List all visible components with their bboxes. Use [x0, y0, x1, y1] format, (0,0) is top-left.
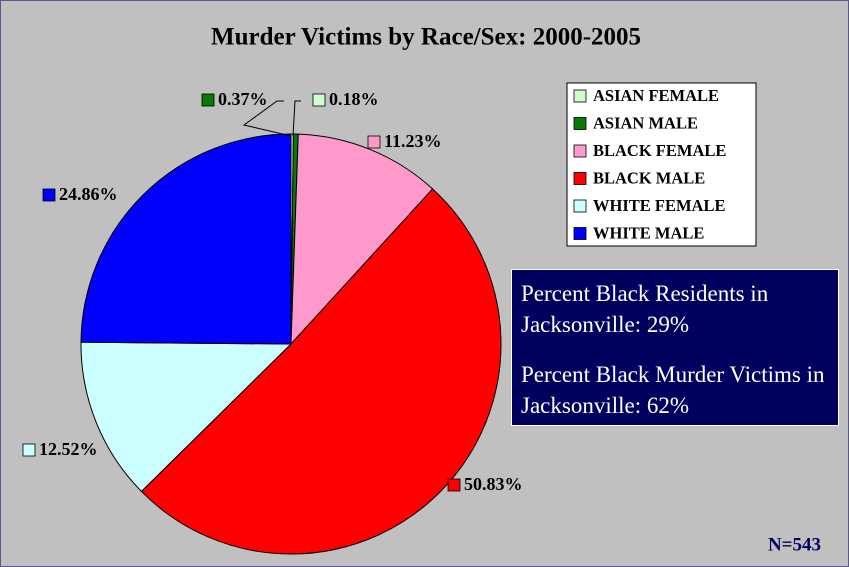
pie-slice	[80, 341, 293, 493]
pie-slice	[80, 133, 292, 345]
label-swatch	[42, 188, 56, 202]
legend-swatch	[573, 227, 587, 240]
legend-label: BLACK FEMALE	[593, 141, 726, 160]
sample-size: N=543	[768, 534, 821, 555]
chart-title: Murder Victims by Race/Sex: 2000-2005	[211, 24, 641, 51]
value-label: 24.86%	[59, 184, 118, 204]
leader-line	[242, 100, 292, 137]
pie-slice	[290, 133, 434, 346]
legend-swatch	[573, 117, 587, 130]
legend-label: WHITE MALE	[593, 223, 704, 242]
label-swatch	[201, 93, 215, 107]
label-swatch	[447, 478, 461, 492]
legend-box	[566, 82, 757, 247]
value-label: 12.52%	[39, 439, 98, 459]
info-box: Percent Black Residents in Jacksonville:…	[511, 269, 839, 426]
annotation: Percent Black Residents in Jacksonville:…	[521, 281, 769, 337]
value-label: 0.37%	[218, 89, 268, 109]
legend-label: WHITE FEMALE	[593, 196, 725, 215]
legend-label: ASIAN FEMALE	[593, 86, 719, 105]
label-swatch	[312, 93, 326, 107]
legend-label: BLACK MALE	[593, 168, 705, 187]
pie-slice	[140, 188, 502, 555]
annotation: Percent Black Murder Victims in Jacksonv…	[521, 362, 825, 418]
legend-label: ASIAN MALE	[593, 113, 698, 132]
value-label: 11.23%	[384, 131, 442, 151]
value-label: 0.18%	[329, 89, 379, 109]
legend-swatch	[573, 89, 587, 103]
label-swatch	[22, 443, 36, 457]
label-swatch	[367, 135, 381, 149]
legend-swatch	[573, 144, 587, 158]
legend-swatch	[573, 172, 587, 185]
leader-line	[292, 100, 301, 137]
value-label: 50.83%	[464, 474, 523, 494]
legend-swatch	[573, 199, 587, 213]
